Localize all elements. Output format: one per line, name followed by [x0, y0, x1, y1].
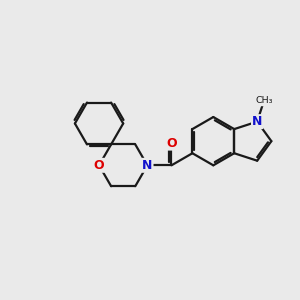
Text: N: N	[252, 115, 262, 128]
Text: O: O	[166, 136, 177, 150]
Text: N: N	[142, 159, 152, 172]
Text: CH₃: CH₃	[255, 97, 273, 106]
Text: O: O	[94, 159, 104, 172]
